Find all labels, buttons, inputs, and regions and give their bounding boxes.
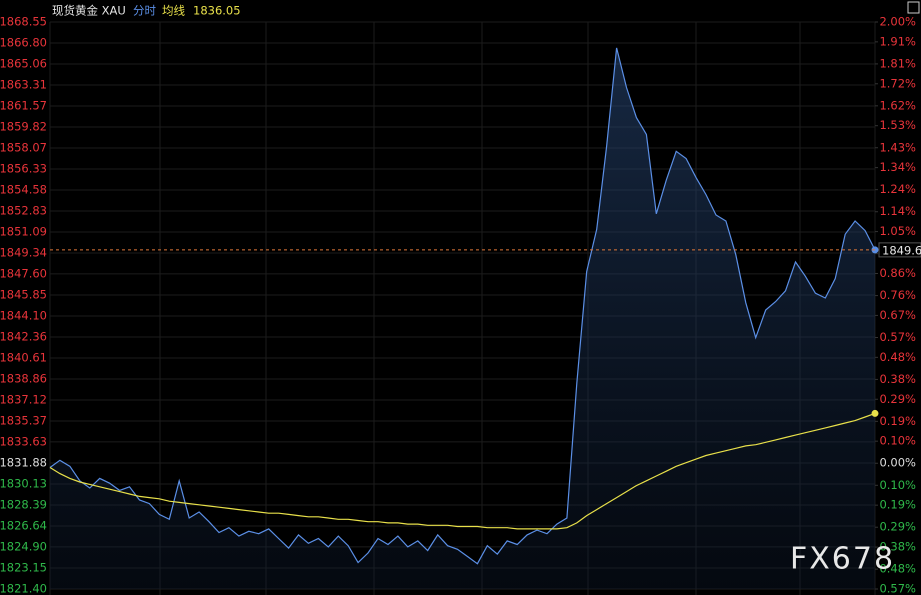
y-tick-label: 1826.64 (0, 518, 47, 532)
y2-tick-label: 0.76% (879, 288, 916, 302)
y2-tick-label: 0.19% (879, 498, 916, 512)
y2-tick-label: 0.57% (879, 582, 916, 595)
last-price-box (878, 242, 921, 258)
y2-tick-label: 0.48% (879, 562, 916, 576)
y2-tick-label: 1.72% (879, 76, 916, 90)
y-tick-label: 1835.37 (0, 414, 47, 428)
y2-tick-label: 0.29% (879, 520, 916, 534)
legend-entry: 均线 (162, 4, 185, 18)
y2-tick-label: 1.34% (879, 160, 916, 174)
y2-tick-label: 0.00% (879, 456, 916, 470)
y-tick-label: 1847.60 (0, 266, 47, 280)
y2-tick-label: 1.91% (879, 34, 916, 48)
y-tick-label: 1854.58 (0, 182, 47, 196)
watermark: FX678 (790, 542, 895, 577)
last-price-label: 1849.6 (882, 243, 921, 257)
y-tick-label: 1856.33 (0, 161, 47, 175)
y-tick-label: 1842.36 (0, 329, 47, 343)
y2-tick-label: 0.29% (879, 392, 916, 406)
y-tick-label: 1831.88 (0, 455, 47, 469)
y2-tick-label: 0.10% (879, 434, 916, 448)
y2-tick-label: 1.14% (879, 204, 916, 218)
legend-entry: 分时 (133, 4, 156, 18)
average-line (49, 412, 876, 530)
y-tick-label: 1821.40 (0, 582, 47, 595)
price-area (50, 47, 875, 589)
y2-tick-label: 0.48% (879, 350, 916, 364)
y2-tick-label: 1.53% (879, 118, 916, 132)
y-tick-label: 1828.39 (0, 497, 47, 511)
y2-tick-label: 1.24% (879, 182, 916, 196)
y2-tick-label: 0.19% (879, 414, 916, 428)
y-tick-label: 1830.13 (0, 477, 47, 491)
y2-tick-label: 1.05% (879, 224, 916, 238)
price-line (49, 47, 876, 565)
y-tick-label: 1865.06 (0, 56, 47, 70)
y-tick-label: 1845.85 (0, 287, 47, 301)
y-tick-label: 1833.63 (0, 434, 47, 448)
y2-tick-label: 1.81% (879, 56, 916, 70)
window-icon[interactable] (907, 1, 920, 14)
y-tick-label: 1861.57 (0, 98, 47, 112)
y-tick-label: 1868.55 (0, 15, 47, 29)
y-tick-label: 1851.09 (0, 224, 47, 238)
y2-tick-label: 2.00% (879, 15, 916, 29)
y-tick-label: 1858.07 (0, 141, 47, 155)
y2-tick-label: 0.38% (879, 540, 916, 554)
y-tick-label: 1824.90 (0, 539, 47, 553)
y-tick-label: 1852.83 (0, 204, 47, 218)
y2-tick-label: 0.86% (879, 266, 916, 280)
y-tick-label: 1849.34 (0, 246, 47, 260)
y-tick-label: 1859.82 (0, 119, 47, 133)
y2-tick-label: 1.62% (879, 98, 916, 112)
y-tick-label: 1823.15 (0, 560, 47, 574)
end-dot (871, 409, 879, 417)
y2-tick-label: 0.57% (879, 330, 916, 344)
y2-tick-label: 0.67% (879, 308, 916, 322)
y2-tick-label: 1.43% (879, 140, 916, 154)
y-tick-label: 1837.12 (0, 392, 47, 406)
y-tick-label: 1838.86 (0, 372, 47, 386)
y-tick-label: 1866.80 (0, 36, 47, 50)
y2-tick-label: 0.10% (879, 478, 916, 492)
y-tick-label: 1840.61 (0, 350, 47, 364)
avg-value: 1836.05 (193, 4, 241, 18)
y-tick-label: 1863.31 (0, 78, 47, 92)
chart-title: 现货黄金 XAU (52, 4, 126, 18)
y2-tick-label: 0.38% (879, 372, 916, 386)
y-tick-label: 1844.10 (0, 309, 47, 323)
